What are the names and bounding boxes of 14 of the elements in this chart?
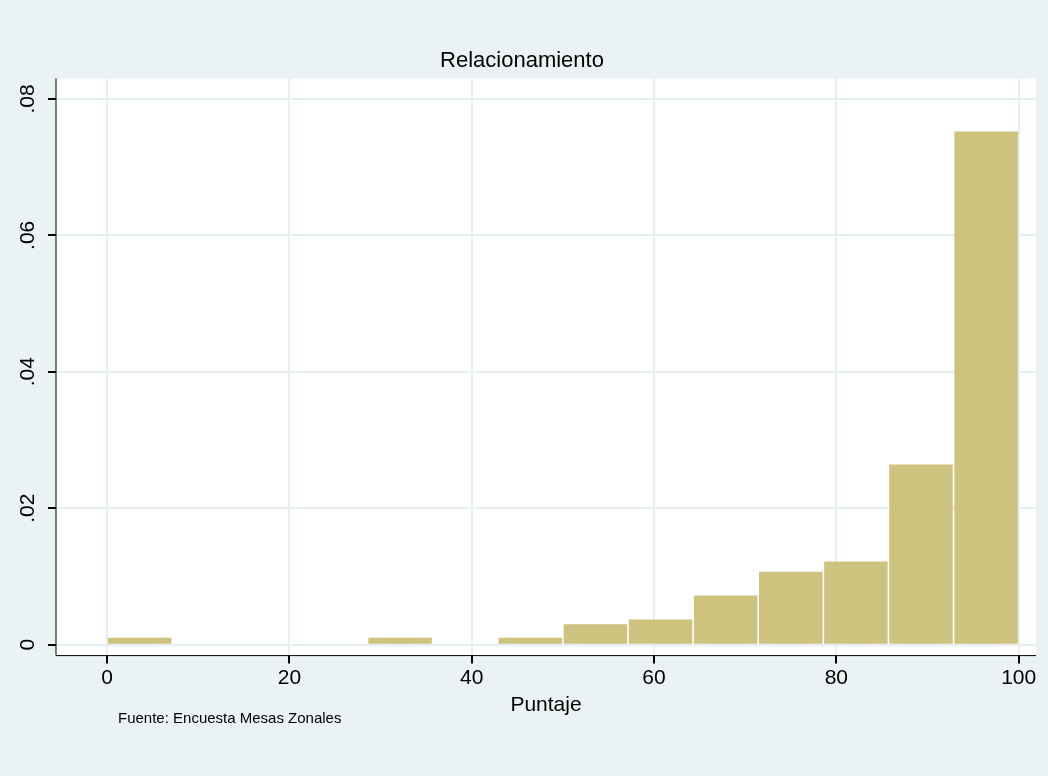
x-tick-label: 20 <box>277 665 302 688</box>
y-tick-label: .02 <box>14 493 38 523</box>
x-tick-label: 100 <box>1001 665 1037 688</box>
x-tick-label: 40 <box>460 665 484 688</box>
y-tick-label: .04 <box>14 356 38 387</box>
chart-title: Relacionamiento <box>440 47 604 73</box>
x-tick-label: 0 <box>101 665 113 688</box>
x-tick-label: 80 <box>824 665 849 688</box>
y-tick-label: .08 <box>14 84 38 114</box>
x-axis-title: Puntaje <box>510 692 582 716</box>
x-tick-label: 60 <box>642 665 666 688</box>
y-tick-label: .06 <box>14 220 38 250</box>
y-tick-label: 0 <box>14 638 38 651</box>
source-note: Fuente: Encuesta Mesas Zonales <box>118 709 342 726</box>
